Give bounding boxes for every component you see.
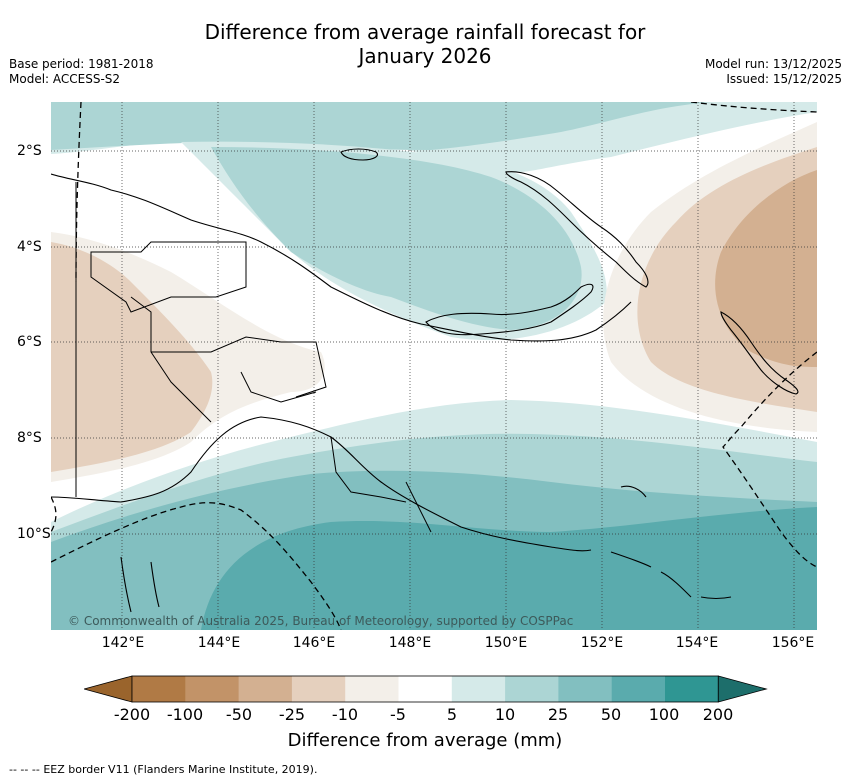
south-west-wet xyxy=(51,512,201,630)
cb-tick-label: -50 xyxy=(225,705,253,724)
north-band-mid xyxy=(51,102,711,150)
cb-tick-label: -10 xyxy=(331,705,359,724)
base-period: Base period: 1981-2018 xyxy=(9,57,154,71)
lon-label-150: 150°E xyxy=(484,635,528,651)
colorbar-swatch xyxy=(291,676,346,702)
model-run: Model run: 13/12/2025 xyxy=(704,57,842,71)
bismarck-mid xyxy=(211,147,582,330)
eez-border xyxy=(51,102,817,630)
colorbar-swatch xyxy=(558,676,613,702)
west-dry-mid xyxy=(51,242,213,472)
lat-label-10s: 10°S xyxy=(17,526,51,542)
cb-tick-label: 25 xyxy=(547,705,569,724)
colorbar-swatch xyxy=(345,676,399,702)
colorbar-swatch xyxy=(185,676,240,702)
eez-legend-text: EEZ border V11 (Flanders Marine Institut… xyxy=(43,763,318,776)
copyright-text: © Commonwealth of Australia 2025, Bureau… xyxy=(68,614,574,628)
cb-tick-label: -25 xyxy=(278,705,306,724)
south-band-darker xyxy=(201,507,817,630)
lat-label-6s: 6°S xyxy=(17,334,42,350)
lon-label-142: 142°E xyxy=(101,635,145,651)
lon-label-152: 152°E xyxy=(580,635,624,651)
cb-tick-label: 10 xyxy=(494,705,516,724)
colorbar-arrow-high xyxy=(717,675,768,703)
eez-legend-symbol: -- -- -- xyxy=(9,763,40,776)
bougainville-coast xyxy=(720,311,799,395)
lon-label-146: 146°E xyxy=(292,635,336,651)
lon-label-144: 144°E xyxy=(197,635,241,651)
manus-coast xyxy=(340,148,379,161)
colorbar-swatch xyxy=(132,676,186,702)
lon-label-156: 156°E xyxy=(771,635,815,651)
new-ireland-coast xyxy=(505,171,649,288)
colorbar-arrow-low xyxy=(84,675,133,703)
lat-label-8s: 8°S xyxy=(17,430,42,446)
colorbar-swatch xyxy=(665,676,719,702)
colorbar xyxy=(84,675,768,703)
title-line-2: January 2026 xyxy=(358,44,492,68)
cb-tick-label: 5 xyxy=(446,705,458,724)
coastlines xyxy=(51,148,799,613)
colorbar-swatch xyxy=(451,676,506,702)
east-dry-dark xyxy=(715,170,817,367)
new-britain-coast xyxy=(425,283,594,336)
title-line-1: Difference from average rainfall forecas… xyxy=(204,20,646,44)
torres-strait-coast xyxy=(120,556,160,613)
meta-right: Model run: 13/12/2025 Issued: 15/12/2025 xyxy=(705,57,842,87)
colorbar-swatch xyxy=(611,676,666,702)
colorbar-swatch xyxy=(398,676,453,702)
cb-tick-label: -100 xyxy=(166,705,204,724)
graticule xyxy=(51,102,817,630)
cb-tick-label: 50 xyxy=(600,705,622,724)
issued-date: Issued: 15/12/2025 xyxy=(726,72,842,86)
model-name: Model: ACCESS-S2 xyxy=(9,72,121,86)
colorbar-swatch xyxy=(238,676,293,702)
meta-left: Base period: 1981-2018 Model: ACCESS-S2 xyxy=(9,57,154,87)
rainfall-map xyxy=(51,102,817,630)
cb-tick-label: 100 xyxy=(648,705,680,724)
colorbar-swatch xyxy=(505,676,559,702)
cb-tick-label: -5 xyxy=(390,705,406,724)
solomon-islands-coast xyxy=(610,485,732,600)
lon-label-154: 154°E xyxy=(675,635,719,651)
lat-label-4s: 4°S xyxy=(17,239,42,255)
cb-tick-label: -200 xyxy=(113,705,151,724)
colorbar-title: Difference from average (mm) xyxy=(287,730,563,751)
map-title: Difference from average rainfall forecas… xyxy=(0,20,850,68)
lon-label-148: 148°E xyxy=(388,635,432,651)
cb-tick-label: 200 xyxy=(702,705,734,724)
lat-label-2s: 2°S xyxy=(17,143,42,159)
eez-legend: -- -- -- EEZ border V11 (Flanders Marine… xyxy=(9,763,317,776)
